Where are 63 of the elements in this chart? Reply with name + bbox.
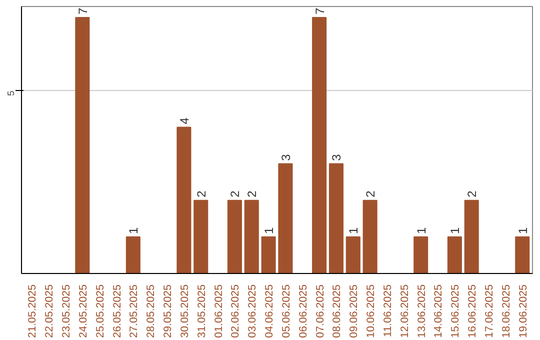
data-label: 3 xyxy=(278,154,293,161)
x-tick-label: 31.05.2025 xyxy=(196,284,208,338)
bar xyxy=(126,236,140,274)
data-label: 1 xyxy=(516,227,530,234)
x-tick-label: 12.06.2025 xyxy=(398,284,411,338)
bar xyxy=(176,126,192,274)
data-label: 2 xyxy=(245,190,260,198)
bar xyxy=(346,236,360,274)
bar xyxy=(447,236,462,274)
bar xyxy=(227,200,242,274)
bar xyxy=(278,163,293,274)
data-label: 1 xyxy=(126,227,141,234)
bar xyxy=(75,16,90,274)
x-tick-label: 07.06.2025 xyxy=(314,284,326,338)
data-label: 7 xyxy=(312,8,327,15)
bar xyxy=(312,16,327,274)
x-tick-label: 28.05.2025 xyxy=(145,284,158,338)
bar xyxy=(328,163,344,274)
data-label: 2 xyxy=(364,190,378,198)
bar xyxy=(464,200,479,274)
data-label: 3 xyxy=(330,154,344,161)
data-label: 2 xyxy=(465,190,480,198)
bar xyxy=(244,200,259,274)
x-tick-label: 24.05.2025 xyxy=(77,284,90,338)
data-label: 1 xyxy=(346,227,361,234)
x-tick-label: 14.06.2025 xyxy=(432,284,445,338)
y-tick-label: 5 xyxy=(6,90,16,96)
x-tick-label: 30.05.2025 xyxy=(178,284,191,338)
data-label: 7 xyxy=(76,8,90,15)
data-label: 1 xyxy=(262,227,276,234)
x-tick-label: 04.06.2025 xyxy=(264,284,276,338)
x-tick-label: 01.06.2025 xyxy=(212,284,225,338)
x-tick-label: 21.05.2025 xyxy=(26,284,39,338)
x-tick-label: 03.06.2025 xyxy=(246,284,259,338)
x-tick-label: 13.06.2025 xyxy=(416,284,428,338)
x-tick-label: 26.05.2025 xyxy=(111,284,124,338)
bar xyxy=(194,200,208,274)
bar xyxy=(515,236,530,274)
bar xyxy=(261,236,276,274)
x-tick-label: 29.05.2025 xyxy=(162,284,174,338)
x-tick-label: 27.05.2025 xyxy=(128,284,140,338)
x-tick-label: 08.06.2025 xyxy=(331,284,344,338)
x-tick-label: 22.05.2025 xyxy=(44,284,56,338)
x-tick-label: 05.06.2025 xyxy=(280,284,292,338)
x-tick-label: 17.06.2025 xyxy=(484,284,496,338)
x-tick-label: 15.06.2025 xyxy=(450,284,462,338)
x-tick-label: 10.06.2025 xyxy=(365,284,378,338)
x-tick-label: 16.06.2025 xyxy=(466,284,479,338)
x-tick-label: 18.06.2025 xyxy=(500,284,512,338)
x-tick-label: 25.05.2025 xyxy=(94,284,106,338)
bar xyxy=(414,236,428,274)
x-tick-label: 09.06.2025 xyxy=(348,284,360,338)
data-label: 2 xyxy=(228,190,242,198)
x-tick-label: 06.06.2025 xyxy=(297,284,310,338)
x-tick-label: 11.06.2025 xyxy=(382,284,394,338)
data-label: 4 xyxy=(177,117,192,124)
data-label: 1 xyxy=(414,227,428,234)
x-tick-label: 19.06.2025 xyxy=(517,284,530,338)
data-label: 1 xyxy=(448,227,462,234)
x-tick-label: 23.05.2025 xyxy=(60,284,72,338)
data-label: 2 xyxy=(194,190,208,198)
bar xyxy=(362,200,378,274)
x-tick-label: 02.06.2025 xyxy=(230,284,242,338)
